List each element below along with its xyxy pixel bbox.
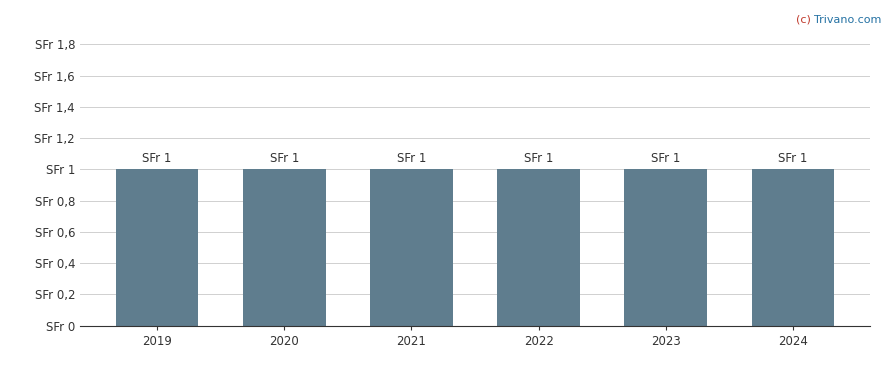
- Bar: [751, 169, 835, 326]
- Bar: [497, 169, 580, 326]
- Text: SFr 1: SFr 1: [270, 152, 299, 165]
- Bar: [243, 169, 326, 326]
- Bar: [115, 169, 199, 326]
- Text: Trivano.com: Trivano.com: [814, 15, 882, 25]
- Text: SFr 1: SFr 1: [524, 152, 553, 165]
- Text: SFr 1: SFr 1: [397, 152, 426, 165]
- Bar: [370, 169, 453, 326]
- Text: SFr 1: SFr 1: [651, 152, 680, 165]
- Text: (c): (c): [796, 15, 814, 25]
- Text: SFr 1: SFr 1: [778, 152, 808, 165]
- Text: SFr 1: SFr 1: [142, 152, 172, 165]
- Bar: [624, 169, 707, 326]
